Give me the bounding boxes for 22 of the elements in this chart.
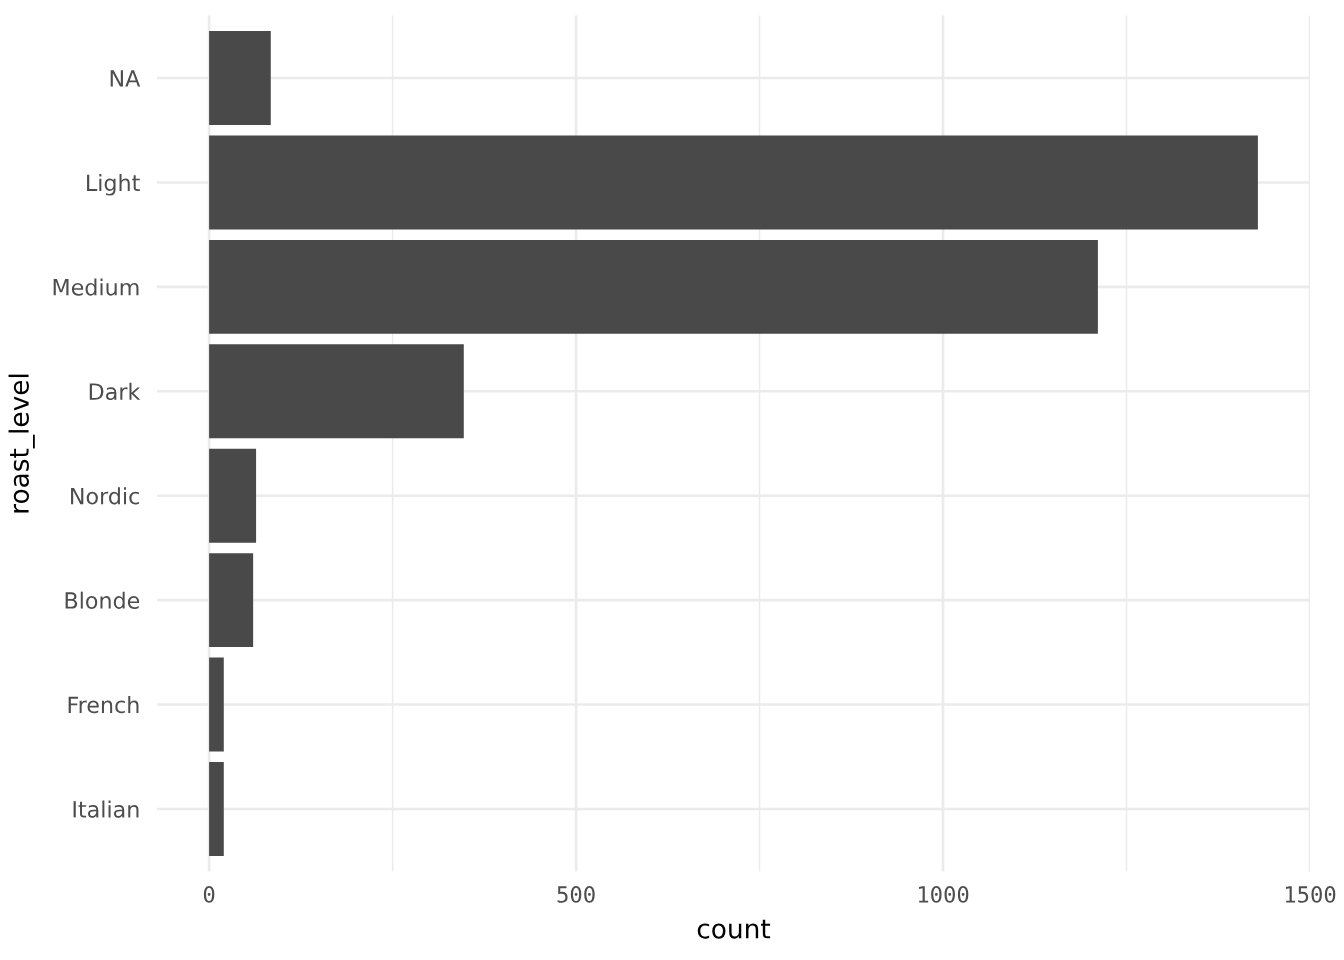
bar	[209, 657, 224, 752]
x-tick-label: 1500	[1285, 886, 1336, 903]
y-tick-label: Italian	[73, 800, 139, 818]
y-tick-label: Medium	[53, 278, 139, 296]
bar	[209, 135, 1258, 230]
y-tick-label: Dark	[89, 382, 141, 401]
y-tick-label: Nordic	[71, 487, 139, 505]
bar	[209, 344, 464, 439]
x-tick-label: 0	[203, 886, 215, 903]
y-tick-label: Blonde	[65, 591, 140, 609]
bar	[209, 553, 254, 648]
x-axis-title: count	[697, 919, 771, 939]
bar	[209, 239, 1098, 334]
y-tick-label: Light	[87, 174, 140, 196]
y-tick-label: French	[68, 696, 139, 714]
bar	[209, 31, 271, 126]
x-tick-label: 500	[557, 886, 595, 903]
bar	[209, 761, 224, 856]
bar	[209, 448, 257, 543]
y-axis-title: roast_level	[8, 374, 35, 513]
x-tick-label: 1000	[918, 886, 969, 903]
y-tick-label: NA	[110, 70, 141, 87]
